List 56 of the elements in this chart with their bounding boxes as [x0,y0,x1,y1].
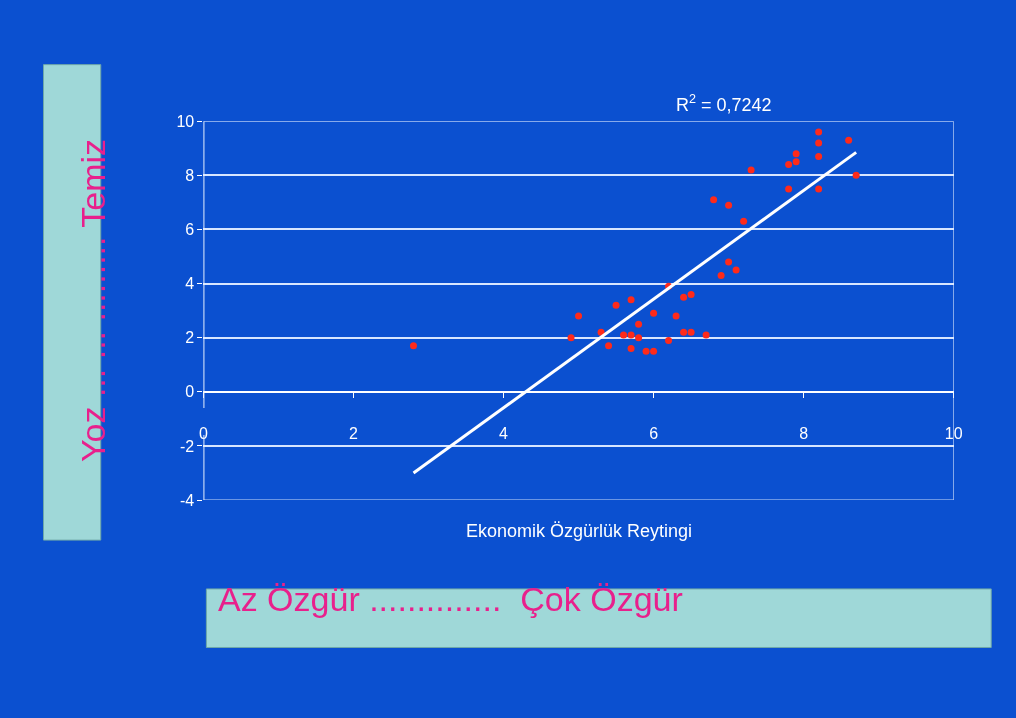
point [815,152,823,160]
point [687,290,695,298]
point [815,139,823,147]
point [672,312,680,320]
point [612,301,620,309]
point [732,266,740,274]
point [665,336,673,344]
point [740,217,748,225]
point [725,201,733,209]
x-axis-title: Ekonomik Özgürlük Reytingi [466,521,693,541]
y-tick-label: 8 [185,166,195,184]
x-tick-label: 2 [349,425,359,443]
point [567,334,575,342]
x-tick-label: 6 [649,425,659,443]
x-tick-label: 10 [944,425,963,443]
point [575,312,583,320]
point [635,320,643,328]
point [792,150,800,158]
point [815,128,823,136]
point [725,258,733,266]
point [627,345,635,353]
y-axis-title: Yoz ... ... ......... Temiz [74,138,113,463]
x-tick-label: 8 [799,425,809,443]
point [687,328,695,336]
text: Az Özgür .............. Çok Özgür [218,580,683,618]
y-tick-label: 2 [185,329,195,347]
point [410,342,417,350]
y-tick-label: 6 [185,221,195,239]
point [785,161,793,169]
point [680,328,688,336]
point [792,158,800,166]
point [642,347,650,355]
x-tick-label: 0 [198,425,208,443]
y-tick-label: 4 [185,275,195,293]
point [717,271,725,279]
point [650,347,658,355]
point [785,185,793,193]
point [845,136,853,144]
point [852,171,860,179]
point [627,331,635,339]
y-tick-label: 0 [185,383,195,401]
point [710,196,718,204]
point [605,342,613,350]
point [650,309,658,317]
point [747,166,755,174]
y-tick-label: 10 [176,112,195,130]
point [815,185,823,193]
x-tick-label: 4 [499,425,509,443]
point [702,331,710,339]
point [635,334,643,342]
point [680,293,688,301]
point [627,296,635,304]
y-tick-label: -2 [179,437,195,455]
point [620,331,628,339]
text: R$^{2}$ = 0,7242 [676,92,772,115]
y-tick-label: -4 [179,491,195,509]
